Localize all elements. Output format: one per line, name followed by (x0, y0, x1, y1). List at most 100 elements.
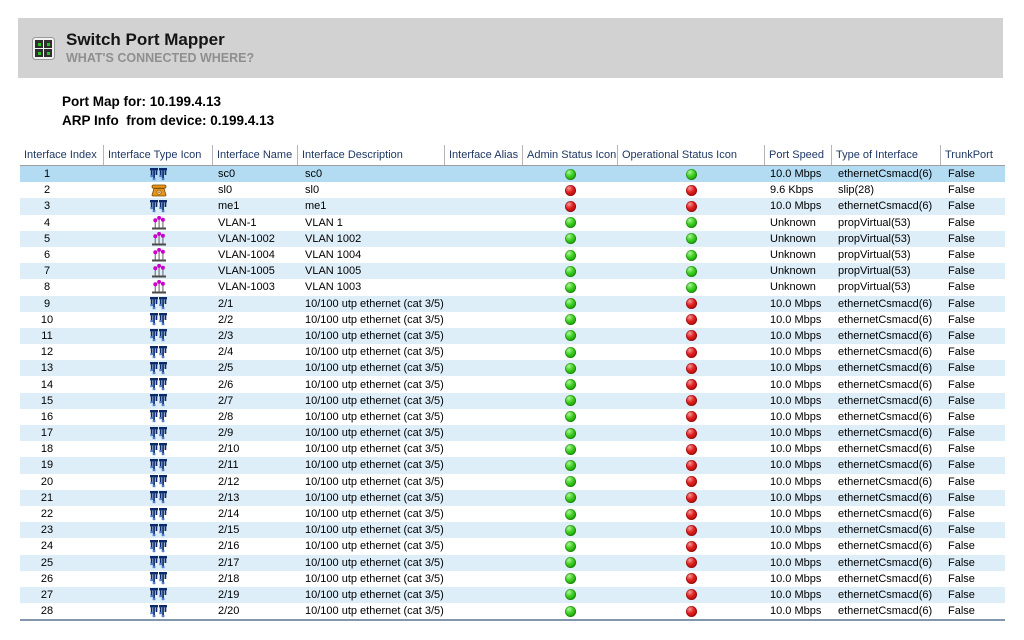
cell-type-of-interface: ethernetCsmacd(6) (832, 198, 941, 214)
cell-trunk-port: False (941, 506, 1005, 522)
table-row[interactable]: 16 (20, 409, 1005, 425)
cell-type-of-interface: ethernetCsmacd(6) (832, 490, 941, 506)
table-row[interactable]: 21 (20, 490, 1005, 506)
switch-port-icon (150, 427, 167, 440)
page-subtitle: WHAT'S CONNECTED WHERE? (66, 50, 254, 67)
cell-type-of-interface: ethernetCsmacd(6) (832, 571, 941, 587)
cell-interface-index: 25 (20, 555, 104, 571)
table-row[interactable]: 17 (20, 425, 1005, 441)
table-row[interactable]: 23 (20, 522, 1005, 538)
cell-admin-status (523, 198, 618, 214)
cell-interface-alias (445, 425, 523, 441)
operational-status-icon (686, 428, 697, 439)
table-row[interactable]: 8 (20, 279, 1005, 295)
table-row[interactable]: 26 (20, 571, 1005, 587)
admin-status-icon (565, 379, 576, 390)
cell-operational-status (618, 409, 765, 425)
switch-grid-icon (32, 37, 55, 60)
cell-type-of-interface: ethernetCsmacd(6) (832, 441, 941, 457)
cell-interface-description: 10/100 utp ethernet (cat 3/5) (298, 474, 445, 490)
table-row[interactable]: 7 (20, 263, 1005, 279)
table-row[interactable]: 10 (20, 312, 1005, 328)
cell-interface-index: 10 (20, 312, 104, 328)
column-header-interface-index[interactable]: Interface Index (20, 145, 104, 165)
admin-status-icon (565, 266, 576, 277)
operational-status-icon (686, 557, 697, 568)
cell-interface-alias (445, 555, 523, 571)
column-header-admin-status-icon[interactable]: Admin Status Icon (523, 145, 618, 165)
table-row[interactable]: 19 (20, 457, 1005, 473)
cell-interface-description: VLAN 1002 (298, 231, 445, 247)
column-header-type-of-interface[interactable]: Type of Interface (832, 145, 941, 165)
table-row[interactable]: 6 (20, 247, 1005, 263)
cell-type-of-interface: ethernetCsmacd(6) (832, 312, 941, 328)
cell-admin-status (523, 296, 618, 312)
table-row[interactable]: 14 (20, 376, 1005, 392)
cell-port-speed: 10.0 Mbps (765, 344, 832, 360)
switch-port-icon (150, 572, 167, 585)
table-row[interactable]: 27 (20, 587, 1005, 603)
column-header-interface-alias[interactable]: Interface Alias (445, 145, 523, 165)
column-header-interface-description[interactable]: Interface Description (298, 145, 445, 165)
cell-operational-status (618, 182, 765, 198)
cell-trunk-port: False (941, 263, 1005, 279)
cell-interface-alias (445, 312, 523, 328)
cell-admin-status (523, 441, 618, 457)
cell-port-speed: 10.0 Mbps (765, 457, 832, 473)
operational-status-icon (686, 169, 697, 180)
operational-status-icon (686, 250, 697, 261)
cell-type-of-interface: ethernetCsmacd(6) (832, 328, 941, 344)
cell-interface-index: 17 (20, 425, 104, 441)
table-row[interactable]: 9 (20, 296, 1005, 312)
column-header-interface-type-icon[interactable]: Interface Type Icon (104, 145, 213, 165)
cell-interface-name: 2/13 (213, 490, 298, 506)
cell-interface-description: 10/100 utp ethernet (cat 3/5) (298, 376, 445, 392)
column-header-port-speed[interactable]: Port Speed (765, 145, 832, 165)
table-row[interactable]: 28 (20, 603, 1005, 619)
table-row[interactable]: 15 (20, 393, 1005, 409)
cell-interface-alias (445, 231, 523, 247)
cell-trunk-port: False (941, 425, 1005, 441)
cell-interface-description: sc0 (298, 166, 445, 182)
cell-interface-type-icon (104, 247, 213, 263)
cell-operational-status (618, 344, 765, 360)
cell-operational-status (618, 328, 765, 344)
table-row[interactable]: 11 (20, 328, 1005, 344)
cell-interface-type-icon (104, 538, 213, 554)
cell-interface-type-icon (104, 441, 213, 457)
cell-interface-type-icon (104, 587, 213, 603)
table-row[interactable]: 25 (20, 555, 1005, 571)
cell-interface-type-icon (104, 296, 213, 312)
operational-status-icon (686, 233, 697, 244)
table-row[interactable]: 1 (20, 166, 1005, 182)
table-row[interactable]: 18 (20, 441, 1005, 457)
serial-phone-icon (151, 184, 167, 197)
cell-interface-alias (445, 522, 523, 538)
cell-port-speed: 9.6 Kbps (765, 182, 832, 198)
table-row[interactable]: 4 (20, 215, 1005, 231)
table-row[interactable]: 22 (20, 506, 1005, 522)
table-row[interactable]: 20 (20, 474, 1005, 490)
cell-admin-status (523, 522, 618, 538)
cell-type-of-interface: propVirtual(53) (832, 279, 941, 295)
cell-interface-index: 23 (20, 522, 104, 538)
cell-interface-type-icon (104, 376, 213, 392)
cell-type-of-interface: ethernetCsmacd(6) (832, 296, 941, 312)
cell-operational-status (618, 425, 765, 441)
cell-type-of-interface: propVirtual(53) (832, 247, 941, 263)
cell-interface-alias (445, 344, 523, 360)
table-row[interactable]: 5 (20, 231, 1005, 247)
cell-interface-alias (445, 457, 523, 473)
table-row[interactable]: 12 (20, 344, 1005, 360)
table-row[interactable]: 24 (20, 538, 1005, 554)
admin-status-icon (565, 541, 576, 552)
column-header-operational-status-icon[interactable]: Operational Status Icon (618, 145, 765, 165)
column-header-trunkport[interactable]: TrunkPort (941, 145, 1005, 165)
cell-interface-description: 10/100 utp ethernet (cat 3/5) (298, 409, 445, 425)
column-header-interface-name[interactable]: Interface Name (213, 145, 298, 165)
table-row[interactable]: 13 (20, 360, 1005, 376)
cell-interface-name: 2/3 (213, 328, 298, 344)
table-row[interactable]: 3 (20, 198, 1005, 214)
table-row[interactable]: 2 (20, 182, 1005, 198)
cell-interface-name: 2/2 (213, 312, 298, 328)
